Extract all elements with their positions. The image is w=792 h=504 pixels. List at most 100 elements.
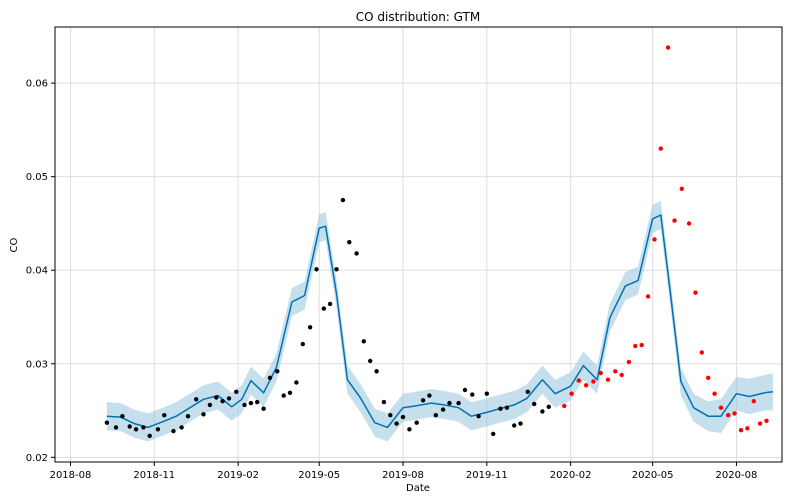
x-tick-label: 2020-05: [632, 470, 674, 481]
observed-points: [104, 197, 551, 438]
test-point: [665, 45, 671, 50]
x-axis-label: Date: [406, 483, 430, 494]
plot-frame: [54, 26, 783, 463]
observed-point: [456, 400, 461, 406]
observed-point: [147, 433, 152, 438]
observed-point: [400, 414, 406, 420]
observed-point: [433, 413, 438, 418]
observed-point: [234, 389, 239, 394]
x-tick-label: 2018-11: [133, 470, 175, 481]
test-point: [562, 403, 567, 409]
observed-point: [427, 393, 432, 398]
observed-point: [518, 421, 523, 426]
uncertainty-band: [106, 201, 773, 442]
observed-point: [226, 396, 232, 401]
x-tick-label: 2018-08: [50, 470, 92, 481]
observed-point: [242, 402, 247, 408]
test-point: [569, 391, 574, 396]
test-point: [576, 378, 581, 383]
observed-point: [340, 197, 346, 203]
observed-point: [361, 339, 366, 344]
observed-point: [162, 413, 167, 418]
observed-point: [281, 393, 286, 398]
forecast-line-path: [106, 214, 773, 429]
observed-point: [447, 400, 452, 406]
observed-point: [381, 399, 387, 405]
observed-point: [113, 425, 119, 430]
observed-point: [504, 405, 510, 410]
test-point: [738, 428, 744, 433]
observed-point: [374, 369, 379, 374]
observed-point: [104, 420, 110, 425]
observed-point: [470, 392, 475, 397]
test-point: [764, 418, 769, 423]
y-tick-label: 0.04: [26, 266, 48, 277]
observed-point: [314, 267, 319, 272]
observed-point: [498, 406, 503, 411]
observed-point: [155, 427, 161, 432]
test-point: [718, 405, 724, 410]
observed-point: [540, 409, 545, 414]
observed-point: [185, 414, 191, 419]
test-point: [633, 343, 638, 349]
observed-point: [532, 401, 537, 407]
observed-point: [414, 420, 419, 425]
observed-point: [171, 428, 176, 434]
test-point: [693, 290, 698, 295]
observed-point: [368, 358, 373, 364]
observed-point: [261, 406, 266, 411]
test-point: [613, 369, 618, 374]
observed-point: [207, 402, 213, 408]
observed-point: [248, 400, 254, 406]
observed-point: [388, 413, 393, 418]
y-tick-label: 0.03: [26, 359, 48, 370]
test-point: [712, 391, 717, 396]
test-point: [745, 426, 750, 431]
x-tick-label: 2019-11: [466, 470, 508, 481]
test-point: [686, 221, 692, 226]
test-point: [591, 379, 596, 384]
plot-area: [55, 27, 782, 462]
x-tick-label: 2019-05: [298, 470, 340, 481]
test-point: [619, 372, 624, 378]
observed-point: [287, 390, 293, 395]
test-point: [583, 383, 589, 388]
observed-point: [420, 398, 426, 403]
observed-point: [179, 425, 184, 430]
observed-point: [354, 251, 359, 256]
chart-title: CO distribution: GTM: [356, 10, 480, 24]
observed-point: [275, 369, 280, 374]
observed-point: [127, 424, 132, 429]
x-tick-label: 2020-08: [716, 470, 758, 481]
test-point: [605, 377, 611, 382]
x-tick-label: 2019-02: [217, 470, 259, 481]
observed-point: [491, 431, 496, 437]
observed-point: [476, 414, 481, 419]
observed-point: [141, 425, 146, 430]
y-tick-label: 0.05: [26, 172, 48, 183]
test-point: [699, 350, 704, 355]
observed-point: [347, 240, 352, 245]
forecast-line: [106, 214, 773, 429]
test-point: [726, 413, 731, 418]
observed-point: [194, 397, 199, 402]
x-tick-label: 2020-02: [550, 470, 592, 481]
observed-point: [440, 407, 446, 412]
observed-point: [214, 395, 219, 400]
x-tick-label: 2019-08: [382, 470, 424, 481]
observed-point: [462, 387, 468, 393]
observed-point: [484, 391, 489, 396]
y-tick-label: 0.02: [26, 453, 48, 464]
test-point: [652, 237, 657, 242]
test-point: [626, 359, 632, 365]
y-tick-label: 0.06: [26, 79, 48, 90]
observed-point: [307, 325, 313, 330]
test-point: [732, 411, 737, 416]
observed-point: [300, 341, 305, 347]
y-axis-label: CO: [9, 237, 20, 252]
test-point: [639, 342, 644, 348]
uncertainty-band-area: [106, 201, 773, 442]
test-point: [645, 294, 651, 299]
test-point: [751, 399, 756, 404]
